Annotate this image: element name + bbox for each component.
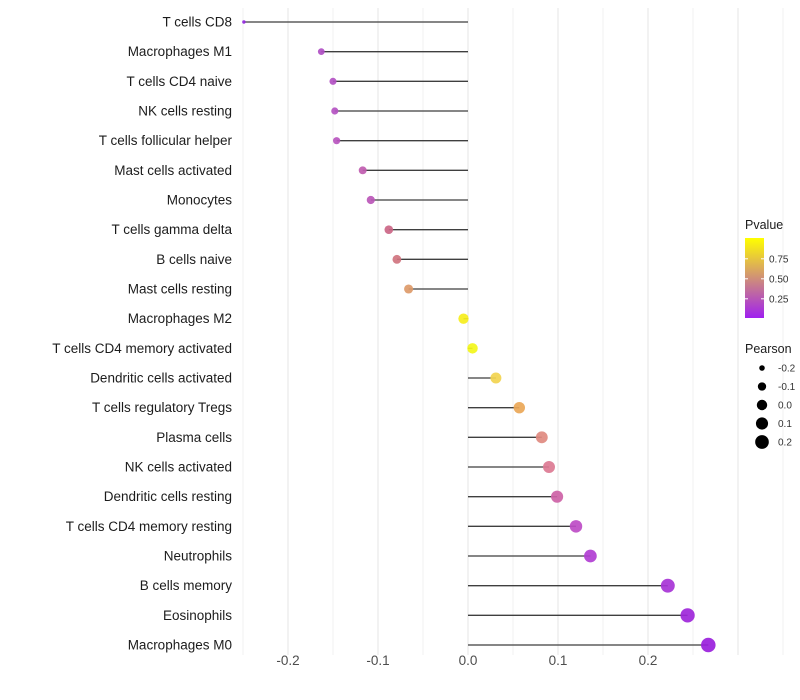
category-label: B cells naive	[156, 252, 232, 267]
lollipop-dot	[317, 48, 325, 56]
category-label: Dendritic cells activated	[90, 371, 232, 386]
pearson-legend-dot	[756, 399, 768, 411]
lollipop-dot	[680, 608, 695, 623]
lollipop-dot	[331, 107, 339, 115]
lollipop-dot	[329, 77, 337, 85]
pearson-legend-label: 0.2	[778, 438, 792, 449]
lollipop-dot	[543, 461, 555, 473]
pearson-legend-dot	[755, 435, 769, 449]
category-label: T cells follicular helper	[99, 133, 233, 148]
lollipop-dot	[535, 431, 548, 444]
category-label: Neutrophils	[164, 549, 233, 564]
x-tick-label: 0.2	[639, 653, 658, 668]
category-label: B cells memory	[140, 578, 233, 593]
category-label: T cells gamma delta	[111, 222, 232, 237]
category-label: T cells CD8	[162, 15, 232, 30]
pearson-legend-dot	[755, 417, 769, 430]
lollipop-dot	[584, 549, 597, 563]
category-label: Macrophages M1	[128, 44, 232, 59]
lollipop-dot	[384, 225, 394, 234]
pvalue-colorbar	[745, 238, 764, 318]
x-tick-label: 0.0	[459, 653, 478, 668]
lollipop-dot	[513, 401, 526, 414]
lollipop-dot	[333, 137, 341, 145]
category-label: T cells CD4 memory resting	[66, 519, 232, 534]
pearson-legend-dot	[759, 365, 765, 371]
lollipop-dot	[660, 578, 675, 593]
pearson-legend-title: Pearson	[745, 342, 792, 356]
x-tick-label: -0.1	[366, 653, 389, 668]
lollipop-dot	[242, 20, 246, 24]
pvalue-tick-label: 0.25	[769, 294, 789, 305]
category-label: Macrophages M2	[128, 311, 232, 326]
lollipop-dot	[366, 195, 375, 205]
lollipop-dot	[490, 372, 502, 384]
category-label: T cells CD4 naive	[126, 74, 232, 89]
category-label: Monocytes	[167, 193, 233, 208]
pearson-legend-label: -0.1	[778, 382, 796, 393]
lollipop-dot	[701, 637, 716, 653]
category-label: Dendritic cells resting	[104, 489, 232, 504]
pearson-legend-label: 0.1	[778, 419, 792, 430]
lollipop-dot	[569, 520, 583, 533]
category-label: NK cells activated	[125, 460, 232, 475]
x-tick-label: 0.1	[549, 653, 568, 668]
lollipop-dot	[551, 490, 564, 503]
pvalue-tick-label: 0.75	[769, 254, 789, 265]
category-label: T cells CD4 memory activated	[52, 341, 232, 356]
pearson-legend-label: 0.0	[778, 401, 792, 412]
category-label: T cells regulatory Tregs	[92, 400, 232, 415]
lollipop-dot	[358, 166, 367, 175]
x-tick-label: -0.2	[276, 653, 299, 668]
pearson-legend-dot	[757, 382, 767, 391]
category-label: Eosinophils	[163, 608, 232, 623]
category-label: NK cells resting	[138, 104, 232, 119]
lollipop-dot	[458, 313, 469, 324]
category-label: Plasma cells	[156, 430, 232, 445]
lollipop-dot	[467, 343, 478, 354]
pvalue-tick-label: 0.50	[769, 274, 789, 285]
lollipop-dot	[392, 254, 402, 264]
category-label: Mast cells activated	[114, 163, 232, 178]
category-label: Macrophages M0	[128, 638, 232, 653]
pearson-legend-label: -0.2	[778, 364, 796, 375]
category-label: Mast cells resting	[128, 282, 232, 297]
pvalue-legend-title: Pvalue	[745, 218, 783, 232]
lollipop-dot	[404, 284, 414, 294]
